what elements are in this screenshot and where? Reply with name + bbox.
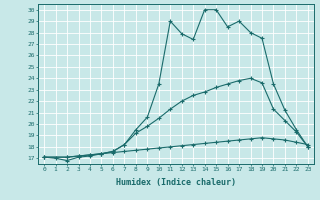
X-axis label: Humidex (Indice chaleur): Humidex (Indice chaleur)	[116, 178, 236, 187]
